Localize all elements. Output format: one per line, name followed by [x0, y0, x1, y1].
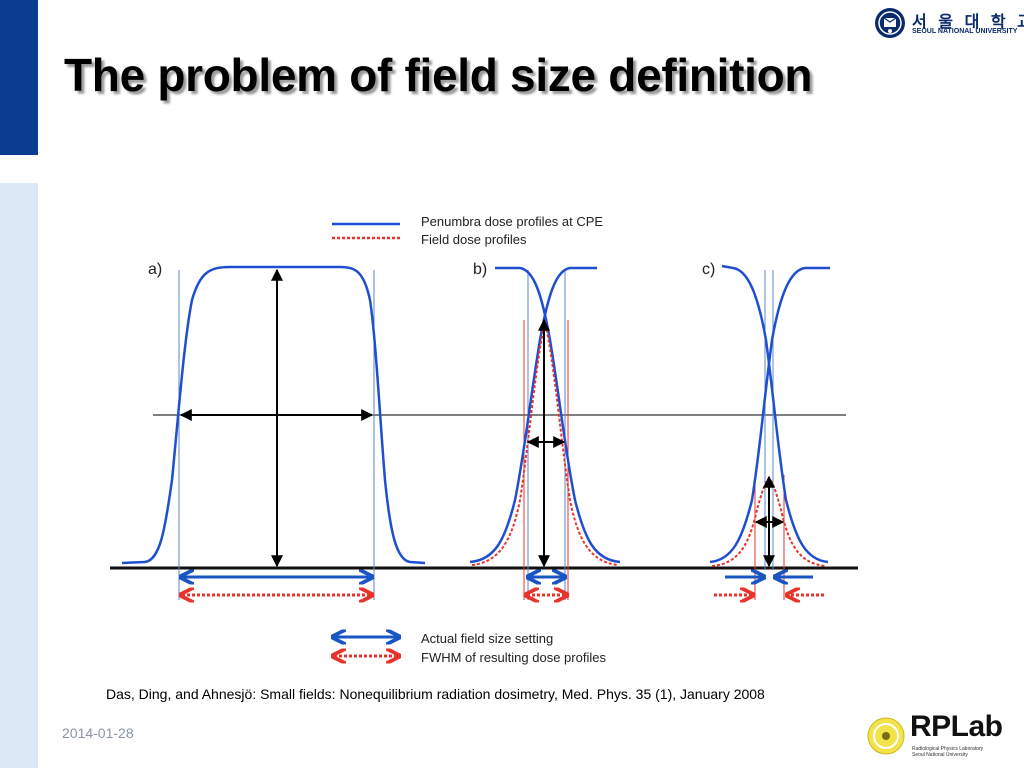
- university-name-korean: 서 울 대 학 교: [912, 12, 1024, 31]
- panel-c-penumbra-left: [709, 266, 830, 564]
- citation-text: Das, Ding, and Ahnesjö: Small fields: No…: [106, 686, 765, 702]
- legend-fwhm-label: FWHM of resulting dose profiles: [421, 650, 606, 665]
- university-emblem-icon: [875, 8, 905, 38]
- legend-field-label: Field dose profiles: [421, 232, 527, 247]
- lab-logo: RPLab Radiological Physics Laboratory Se…: [866, 710, 1014, 760]
- panel-label-c: c): [702, 261, 715, 278]
- panel-a-dose-profile: [121, 265, 426, 565]
- university-logo: 서 울 대 학 교 SEOUL NATIONAL UNIVERSITY: [870, 4, 1024, 42]
- lab-subtitle-line2: Seoul National University: [912, 752, 968, 758]
- legend-penumbra-label: Penumbra dose profiles at CPE: [421, 214, 603, 229]
- lab-name: RPLab: [910, 710, 1003, 743]
- panel-label-a: a): [148, 261, 162, 278]
- side-accent-bar: [0, 0, 38, 155]
- panel-b-penumbra-left: [469, 266, 597, 564]
- panel-b: [469, 266, 621, 600]
- university-name-english: SEOUL NATIONAL UNIVERSITY: [912, 28, 1018, 35]
- lab-subtitle-line1: Radiological Physics Laboratory: [912, 746, 984, 752]
- slide-date: 2014-01-28: [62, 725, 134, 741]
- legend-actual-setting-label: Actual field size setting: [421, 631, 553, 646]
- side-accent-bar-light: [0, 183, 38, 768]
- panel-a: [121, 265, 426, 600]
- panel-c-penumbra-right: [721, 264, 829, 564]
- panel-c: [709, 264, 830, 600]
- slide-title: The problem of field size definition: [64, 49, 813, 101]
- field-size-figure: Penumbra dose profiles at CPE Field dose…: [110, 214, 858, 665]
- lab-emblem-icon: [867, 717, 905, 755]
- panel-label-b: b): [473, 261, 487, 278]
- panel-b-penumbra-right: [495, 266, 621, 564]
